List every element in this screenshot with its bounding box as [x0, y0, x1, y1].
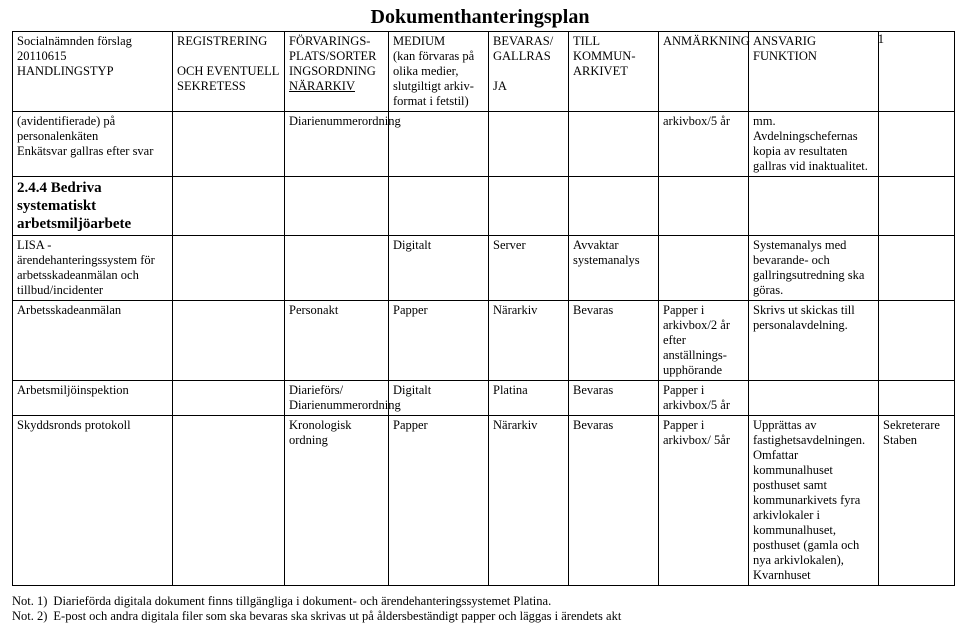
- cell: Skrivs ut skickas till personalavdelning…: [749, 301, 879, 381]
- cell: Server: [489, 236, 569, 301]
- cell: Bevaras: [569, 301, 659, 381]
- cell: [173, 416, 285, 586]
- cell: Platina: [489, 381, 569, 416]
- cell: Papper i arkivbox/ 5år: [659, 416, 749, 586]
- header-label: REGISTRERING: [177, 34, 267, 48]
- cell: Digitalt: [389, 381, 489, 416]
- footnote-label: Not. 2): [12, 609, 53, 624]
- header-label: OCH EVENTUELL: [177, 64, 279, 78]
- col-ansvarig: 1 ANSVARIG FUNKTION: [749, 32, 879, 112]
- table-row: Arbetsskadeanmälan Personakt Papper Nära…: [13, 301, 955, 381]
- header-label: FÖRVARINGS-: [289, 34, 370, 48]
- header-label: slutgiltigt arkiv-: [393, 79, 474, 93]
- section-heading-cell: 2.4.4 Bedriva systematiskt arbetsmiljöar…: [13, 177, 173, 236]
- cell: (avidentifierade) på personalenkäten Enk…: [13, 112, 173, 177]
- cell: LISA - ärendehanteringssystem för arbets…: [13, 236, 173, 301]
- cell: Papper i arkivbox/2 år efter anställning…: [659, 301, 749, 381]
- header-label: ARKIVET: [573, 64, 628, 78]
- cell: Upprättas av fastighetsavdelningen. Omfa…: [749, 416, 879, 586]
- cell: Bevaras: [569, 381, 659, 416]
- cell: [173, 381, 285, 416]
- footnote-text: Diarieförda digitala dokument finns till…: [53, 594, 551, 609]
- table-header-row: Socialnämnden förslag 20110615 HANDLINGS…: [13, 32, 955, 112]
- footnotes: Not. 1) Diarieförda digitala dokument fi…: [12, 594, 948, 624]
- cell: Arbetsmiljöinspektion: [13, 381, 173, 416]
- records-table: Socialnämnden förslag 20110615 HANDLINGS…: [12, 31, 955, 586]
- cell: [879, 301, 955, 381]
- cell: mm. Avdelningschefernas kopia av resulta…: [749, 112, 879, 177]
- col-bevaras: BEVARAS/ GALLRAS JA: [489, 32, 569, 112]
- table-row: Arbetsmiljöinspektion Diarieförs/ Diarie…: [13, 381, 955, 416]
- cell: Sekreterare Staben: [879, 416, 955, 586]
- cell: [489, 112, 569, 177]
- header-label: INGSORDNING: [289, 64, 376, 78]
- header-label: (kan förvaras på: [393, 49, 474, 63]
- col-forvaring: FÖRVARINGS- PLATS/SORTER INGSORDNING NÄR…: [285, 32, 389, 112]
- header-label: GALLRAS: [493, 49, 551, 63]
- col-empty: [879, 32, 955, 112]
- footnote-label: Not. 1): [12, 594, 53, 609]
- cell: [173, 301, 285, 381]
- footnote-2: Not. 2) E-post och andra digitala filer …: [12, 609, 948, 624]
- page-number: 1: [878, 32, 884, 47]
- cell: arkivbox/5 år: [659, 112, 749, 177]
- header-label: TILL: [573, 34, 600, 48]
- cell: Kronologisk ordning: [285, 416, 389, 586]
- doc-subtitle: Socialnämnden förslag 20110615: [17, 34, 168, 64]
- col-anmarkning: ANMÄRKNING: [659, 32, 749, 112]
- header-label: ANMÄRKNING: [663, 34, 750, 48]
- cell: [285, 236, 389, 301]
- header-label: KOMMUN-: [573, 49, 636, 63]
- cell: Diarieförs/ Diarienummerordning: [285, 381, 389, 416]
- cell: [389, 112, 489, 177]
- header-label: olika medier,: [393, 64, 458, 78]
- header-label-underlined: NÄRARKIV: [289, 79, 355, 93]
- cell: [659, 236, 749, 301]
- cell: Papper i arkivbox/5 år: [659, 381, 749, 416]
- cell: [173, 112, 285, 177]
- table-row: LISA - ärendehanteringssystem för arbets…: [13, 236, 955, 301]
- cell: [879, 112, 955, 177]
- doc-title: Dokumenthanteringsplan: [12, 6, 948, 29]
- cell: Digitalt: [389, 236, 489, 301]
- header-label: HANDLINGSTYP: [17, 64, 114, 78]
- table-row: (avidentifierade) på personalenkäten Enk…: [13, 112, 955, 177]
- cell: Papper: [389, 301, 489, 381]
- section-heading: 2.4.4 Bedriva systematiskt arbetsmiljöar…: [17, 180, 131, 232]
- cell: Närarkiv: [489, 416, 569, 586]
- col-registrering: REGISTRERING OCH EVENTUELL SEKRETESS: [173, 32, 285, 112]
- cell: Bevaras: [569, 416, 659, 586]
- header-label: MEDIUM: [393, 34, 445, 48]
- cell: Systemanalys med bevarande- och gallring…: [749, 236, 879, 301]
- cell: Papper: [389, 416, 489, 586]
- header-label: JA: [493, 79, 507, 93]
- header-label: SEKRETESS: [177, 79, 246, 93]
- header-label: format i fetstil): [393, 94, 469, 108]
- cell: Skyddsronds protokoll: [13, 416, 173, 586]
- cell: Arbetsskadeanmälan: [13, 301, 173, 381]
- table-section-row: 2.4.4 Bedriva systematiskt arbetsmiljöar…: [13, 177, 955, 236]
- header-label: FUNKTION: [753, 49, 817, 63]
- table-row: Skyddsronds protokoll Kronologisk ordnin…: [13, 416, 955, 586]
- col-handlingstyp: Socialnämnden förslag 20110615 HANDLINGS…: [13, 32, 173, 112]
- cell: Närarkiv: [489, 301, 569, 381]
- footnote-text: E-post och andra digitala filer som ska …: [53, 609, 621, 624]
- col-till: TILL KOMMUN- ARKIVET: [569, 32, 659, 112]
- cell: Diarienummerordning: [285, 112, 389, 177]
- cell: Avvaktar systemanalys: [569, 236, 659, 301]
- cell: [749, 381, 879, 416]
- cell: [879, 236, 955, 301]
- header-label: BEVARAS/: [493, 34, 553, 48]
- cell: [569, 112, 659, 177]
- header-label: ANSVARIG: [753, 34, 816, 48]
- col-medium: MEDIUM (kan förvaras på olika medier, sl…: [389, 32, 489, 112]
- footnote-1: Not. 1) Diarieförda digitala dokument fi…: [12, 594, 948, 609]
- cell: [879, 381, 955, 416]
- header-label: PLATS/SORTER: [289, 49, 376, 63]
- cell: [173, 236, 285, 301]
- cell: Personakt: [285, 301, 389, 381]
